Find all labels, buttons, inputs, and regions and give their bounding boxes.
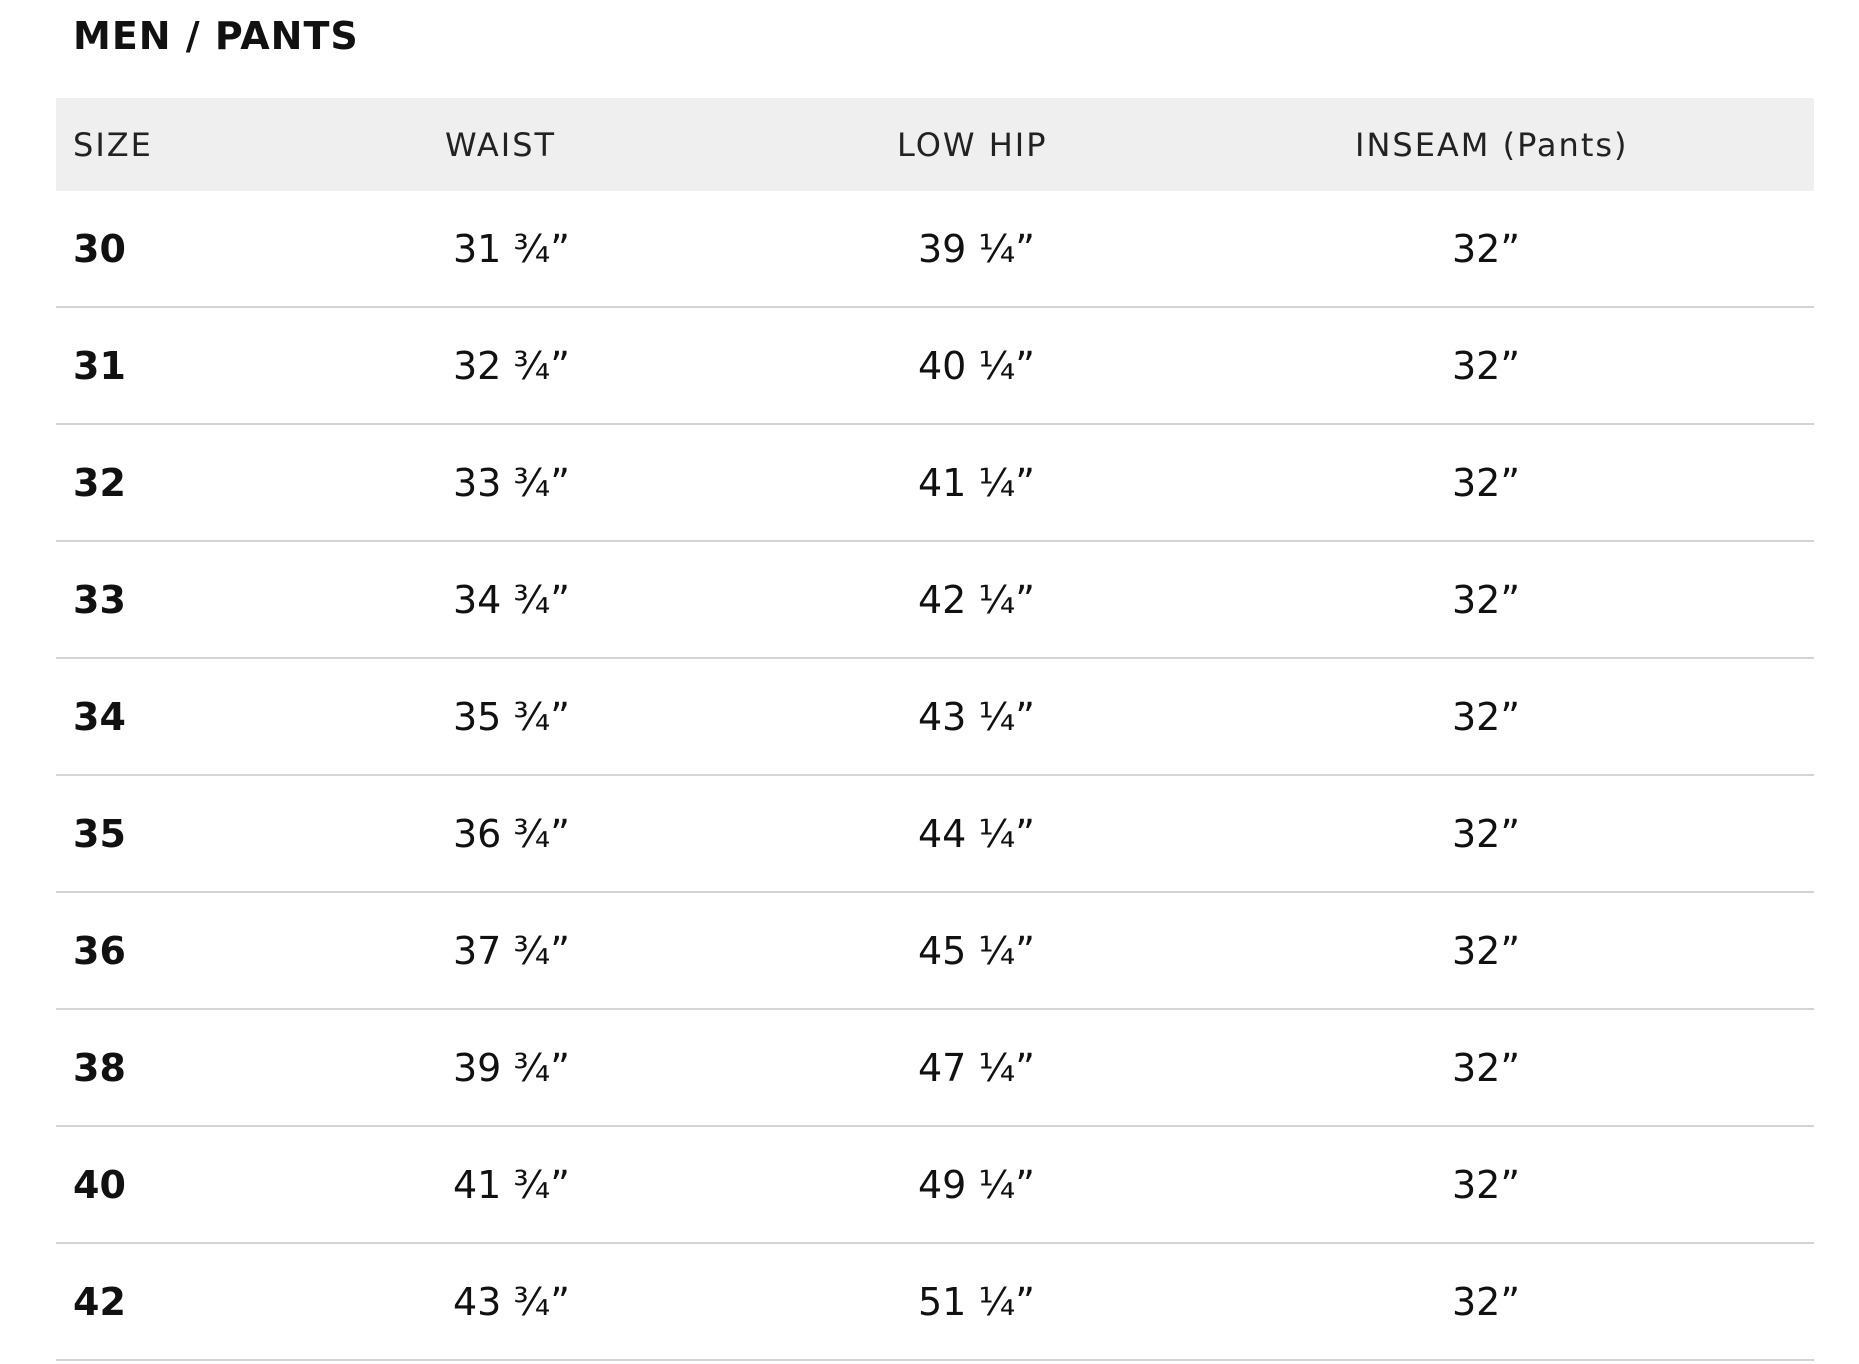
waist-cell: 33 ¾” bbox=[453, 461, 570, 505]
low-hip-cell: 51 ¼” bbox=[918, 1280, 1035, 1324]
size-cell: 35 bbox=[73, 812, 126, 856]
table-row: 38 39 ¾” 47 ¼” 32” bbox=[56, 1010, 1814, 1127]
inseam-cell: 32” bbox=[1452, 929, 1521, 973]
low-hip-cell: 40 ¼” bbox=[918, 344, 1035, 388]
inseam-cell: 32” bbox=[1452, 812, 1521, 856]
inseam-cell: 32” bbox=[1452, 461, 1521, 505]
table-row: 40 41 ¾” 49 ¼” 32” bbox=[56, 1127, 1814, 1244]
table-row: 32 33 ¾” 41 ¼” 32” bbox=[56, 425, 1814, 542]
low-hip-cell: 47 ¼” bbox=[918, 1046, 1035, 1090]
table-row: 31 32 ¾” 40 ¼” 32” bbox=[56, 308, 1814, 425]
waist-cell: 35 ¾” bbox=[453, 695, 570, 739]
size-chart-table: SIZE WAIST LOW HIP INSEAM (Pants) 30 31 ¾… bbox=[56, 98, 1814, 1361]
header-inseam: INSEAM (Pants) bbox=[1355, 126, 1629, 164]
table-row: 34 35 ¾” 43 ¼” 32” bbox=[56, 659, 1814, 776]
low-hip-cell: 39 ¼” bbox=[918, 227, 1035, 271]
low-hip-cell: 41 ¼” bbox=[918, 461, 1035, 505]
size-cell: 36 bbox=[73, 929, 126, 973]
waist-cell: 37 ¾” bbox=[453, 929, 570, 973]
size-cell: 33 bbox=[73, 578, 126, 622]
waist-cell: 31 ¾” bbox=[453, 227, 570, 271]
waist-cell: 43 ¾” bbox=[453, 1280, 570, 1324]
waist-cell: 41 ¾” bbox=[453, 1163, 570, 1207]
inseam-cell: 32” bbox=[1452, 344, 1521, 388]
table-row: 42 43 ¾” 51 ¼” 32” bbox=[56, 1244, 1814, 1361]
size-cell: 31 bbox=[73, 344, 126, 388]
table-row: 36 37 ¾” 45 ¼” 32” bbox=[56, 893, 1814, 1010]
inseam-cell: 32” bbox=[1452, 578, 1521, 622]
header-size: SIZE bbox=[73, 126, 153, 164]
table-header: SIZE WAIST LOW HIP INSEAM (Pants) bbox=[56, 98, 1814, 191]
low-hip-cell: 43 ¼” bbox=[918, 695, 1035, 739]
low-hip-cell: 42 ¼” bbox=[918, 578, 1035, 622]
table-row: 33 34 ¾” 42 ¼” 32” bbox=[56, 542, 1814, 659]
size-cell: 40 bbox=[73, 1163, 126, 1207]
waist-cell: 39 ¾” bbox=[453, 1046, 570, 1090]
inseam-cell: 32” bbox=[1452, 1163, 1521, 1207]
header-low-hip: LOW HIP bbox=[897, 126, 1048, 164]
table-row: 30 31 ¾” 39 ¼” 32” bbox=[56, 191, 1814, 308]
size-cell: 34 bbox=[73, 695, 126, 739]
waist-cell: 32 ¾” bbox=[453, 344, 570, 388]
size-cell: 38 bbox=[73, 1046, 126, 1090]
waist-cell: 34 ¾” bbox=[453, 578, 570, 622]
table-row: 35 36 ¾” 44 ¼” 32” bbox=[56, 776, 1814, 893]
page-title: MEN / PANTS bbox=[73, 14, 359, 58]
size-cell: 32 bbox=[73, 461, 126, 505]
low-hip-cell: 45 ¼” bbox=[918, 929, 1035, 973]
header-waist: WAIST bbox=[445, 126, 557, 164]
low-hip-cell: 49 ¼” bbox=[918, 1163, 1035, 1207]
inseam-cell: 32” bbox=[1452, 227, 1521, 271]
inseam-cell: 32” bbox=[1452, 1046, 1521, 1090]
waist-cell: 36 ¾” bbox=[453, 812, 570, 856]
size-cell: 30 bbox=[73, 227, 126, 271]
size-cell: 42 bbox=[73, 1280, 126, 1324]
low-hip-cell: 44 ¼” bbox=[918, 812, 1035, 856]
inseam-cell: 32” bbox=[1452, 695, 1521, 739]
inseam-cell: 32” bbox=[1452, 1280, 1521, 1324]
